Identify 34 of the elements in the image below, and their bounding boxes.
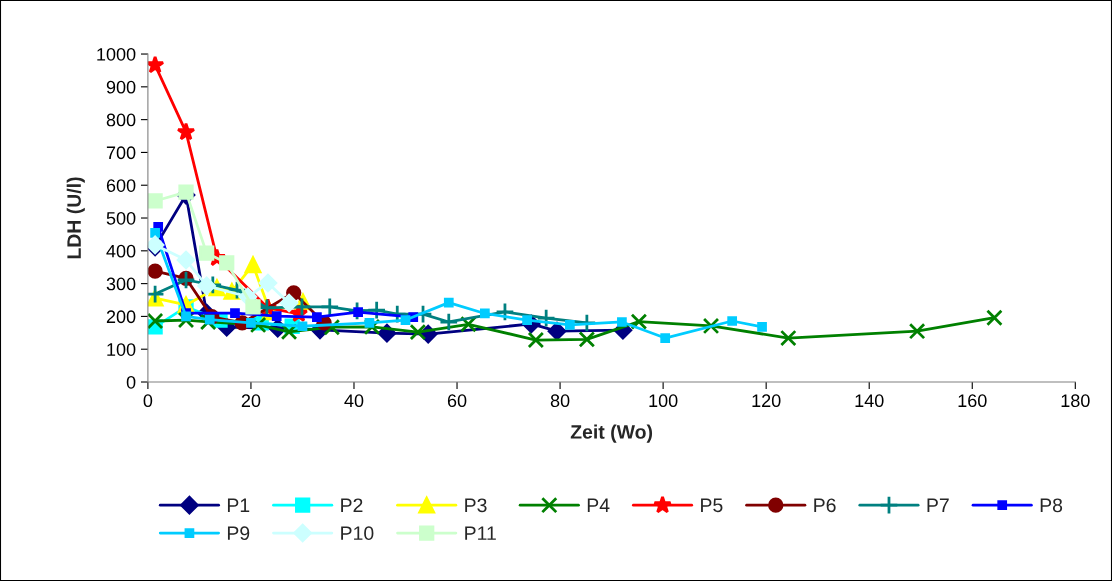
x-tick-label: 140 <box>855 394 884 408</box>
legend-label: P9 <box>227 526 250 541</box>
x-tick-label: 0 <box>143 394 153 408</box>
y-tick-label: 700 <box>106 146 136 160</box>
legend-label: P6 <box>814 498 836 513</box>
y-axis-title: LDH (U/l) <box>66 177 85 259</box>
legend-label: P1 <box>227 498 250 512</box>
x-tick-label: 20 <box>241 394 261 408</box>
y-tick-label: 100 <box>107 343 136 356</box>
x-tick-label: 120 <box>752 394 781 408</box>
y-tick-label: 500 <box>106 211 136 225</box>
x-tick-label: 100 <box>649 394 678 408</box>
y-tick-label: 600 <box>106 179 136 192</box>
legend-label: P7 <box>927 498 949 512</box>
y-tick-label: 900 <box>106 80 136 94</box>
y-tick-label: 300 <box>106 277 136 291</box>
legend-label: P11 <box>465 526 496 540</box>
x-tick-label: 160 <box>958 394 987 408</box>
legend-label: P10 <box>341 526 374 541</box>
y-tick-label: 200 <box>106 310 136 324</box>
legend-label: P2 <box>341 498 363 512</box>
x-tick-label: 40 <box>344 394 364 408</box>
x-axis-title: Zeit (Wo) <box>570 424 653 443</box>
y-tick-label: 0 <box>126 375 136 389</box>
legend-label: P8 <box>1040 498 1063 513</box>
x-tick-label: 60 <box>447 394 467 408</box>
x-tick-label: 180 <box>1061 394 1090 408</box>
x-tick-label: 80 <box>550 394 570 408</box>
legend-label: P5 <box>701 498 723 513</box>
y-tick-label: 400 <box>106 244 136 258</box>
legend-label: P3 <box>465 498 487 513</box>
y-tick-label: 1000 <box>97 47 136 61</box>
legend-label: P4 <box>587 498 610 512</box>
y-tick-label: 800 <box>106 113 136 127</box>
